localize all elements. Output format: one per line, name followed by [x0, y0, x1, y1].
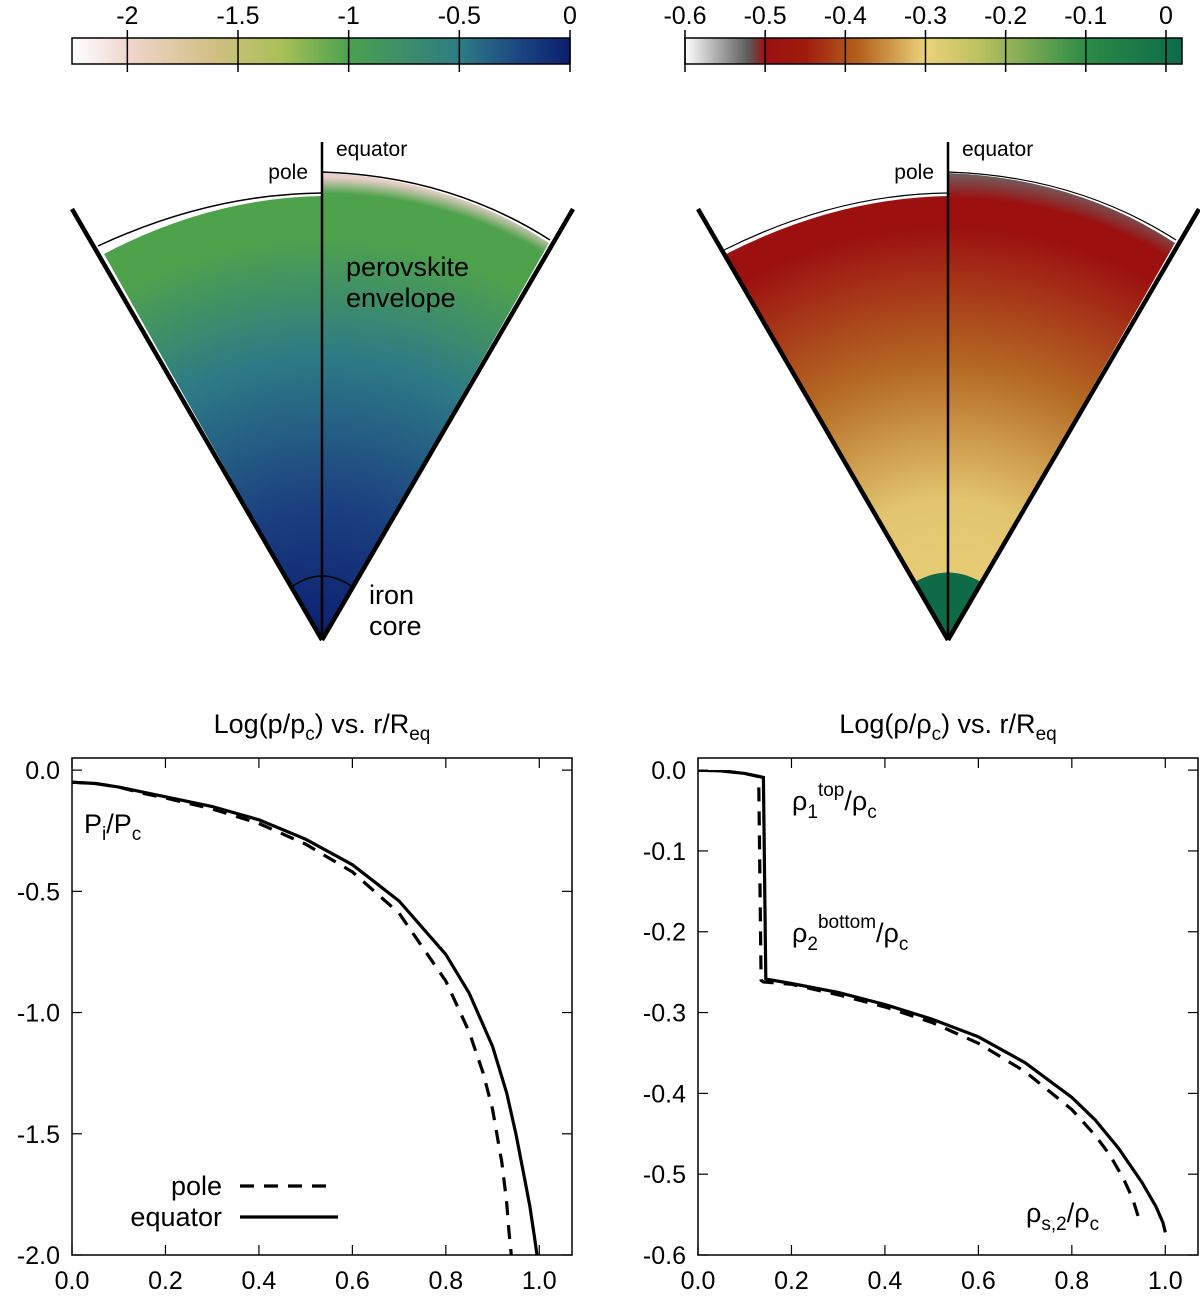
pressure-wedge-equator-half — [322, 173, 549, 640]
colorbar-tick-label: -0.5 — [744, 2, 787, 30]
pressure-equator-curve — [72, 780, 539, 1255]
x-tick-label: 0.0 — [681, 1267, 716, 1295]
pressure-colorbar-fill — [71, 37, 571, 65]
colorbar-tick-label: -0.6 — [663, 2, 706, 30]
density-wedge-equator-half — [948, 173, 1175, 640]
x-tick-label: 1.0 — [522, 1267, 557, 1295]
colorbar-tick-label: -0.1 — [1064, 2, 1107, 30]
y-tick-label: -0.5 — [17, 878, 60, 906]
pressure-pole-surface-outline — [97, 192, 323, 247]
perovskite-label: perovskite — [346, 252, 469, 282]
y-tick-label: 0.0 — [25, 757, 60, 785]
pressure-wedge-left-edge — [70, 207, 324, 642]
density-wedge-left-edge — [696, 207, 950, 642]
pressure-plot-frame — [71, 757, 573, 1256]
y-tick-label: -1.5 — [17, 1121, 60, 1149]
pressure-colorbar: -2 -1.5 -1 -0.5 0 — [71, 2, 577, 72]
pressure-wedge-right-edge — [320, 207, 575, 642]
pressure-plot-axes: 0.0 0.2 0.4 0.6 0.8 1.0 0.0 -0.5 -1.0 -1.5 -2.0 — [17, 757, 572, 1295]
y-tick-label: -0.4 — [643, 1080, 686, 1108]
pressure-plot-title: Log(p/pc) vs. r/Req — [214, 709, 431, 745]
rho-surface-annotation: ρs,2/ρc — [1026, 1198, 1099, 1235]
density-wedge-diagram: pole equator — [696, 138, 1200, 642]
x-tick-label: 0.6 — [961, 1267, 996, 1295]
legend-equator-label: equator — [130, 1202, 222, 1232]
x-tick-label: 1.0 — [1148, 1267, 1183, 1295]
colorbar-tick-label: 0 — [1159, 2, 1173, 30]
pressure-pole-label: pole — [268, 161, 308, 184]
y-tick-label: -1.0 — [17, 1000, 60, 1028]
y-tick-label: -0.6 — [643, 1242, 686, 1270]
density-plot-axes: 0.0 0.2 0.4 0.6 0.8 1.0 0.0 -0.1 -0.2 -0.3 -0.4 -0.… — [643, 757, 1198, 1295]
pressure-legend: pole equator — [130, 1171, 338, 1232]
density-wedge-right-edge — [946, 207, 1200, 642]
density-equator-label: equator — [962, 138, 1033, 161]
legend-pole-label: pole — [171, 1171, 222, 1201]
density-wedge-pole-half — [726, 196, 948, 640]
density-plot-title: Log(ρ/ρc) vs. r/Req — [839, 709, 1056, 745]
y-tick-label: -0.5 — [643, 1161, 686, 1189]
x-tick-label: 0.6 — [335, 1267, 370, 1295]
x-tick-label: 0.8 — [1054, 1267, 1089, 1295]
pressure-equator-surface-outline — [321, 171, 551, 241]
pressure-wedge-diagram: pole equator perovskite envelope iron co… — [70, 138, 575, 642]
colorbar-tick-label: -0.2 — [984, 2, 1027, 30]
density-plot-frame — [697, 757, 1199, 1256]
x-tick-label: 0.8 — [428, 1267, 463, 1295]
x-tick-label: 0.4 — [242, 1267, 277, 1295]
pressure-colorbar-ticks: -2 -1.5 -1 -0.5 0 — [116, 2, 577, 72]
colorbar-tick-label: -0.5 — [438, 2, 481, 30]
colorbar-tick-label: -1.5 — [216, 2, 259, 30]
x-tick-label: 0.0 — [55, 1267, 90, 1295]
core-label: core — [369, 611, 422, 641]
colorbar-tick-label: -1 — [338, 2, 360, 30]
y-tick-label: -0.3 — [643, 1000, 686, 1028]
colorbar-tick-label: -2 — [116, 2, 138, 30]
density-plot: Log(ρ/ρc) vs. r/Req 0.0 0.2 0.4 0.6 0.8 1.00.… — [643, 709, 1199, 1295]
colorbar-tick-label: -0.3 — [904, 2, 947, 30]
density-pole-label: pole — [894, 161, 934, 184]
pressure-pole-curve — [72, 780, 513, 1255]
density-equator-curve — [698, 770, 1167, 1233]
colorbar-tick-label: 0 — [563, 2, 577, 30]
iron-label: iron — [369, 580, 414, 610]
density-colorbar: -0.6 -0.5 -0.4 -0.3 -0.2 -0.1 0 — [663, 2, 1183, 72]
x-tick-label: 0.2 — [148, 1267, 183, 1295]
y-tick-label: -0.1 — [643, 838, 686, 866]
y-tick-label: -2.0 — [17, 1242, 60, 1270]
density-equator-surface-outline — [947, 171, 1177, 241]
x-tick-label: 0.4 — [868, 1267, 903, 1295]
density-colorbar-fill — [684, 37, 1183, 65]
density-colorbar-ticks: -0.6 -0.5 -0.4 -0.3 -0.2 -0.1 0 — [663, 2, 1173, 72]
density-pole-surface-outline — [723, 192, 949, 251]
envelope-label: envelope — [346, 283, 456, 313]
pressure-wedge-pole-half — [104, 196, 322, 640]
pressure-plot: Log(p/pc) vs. r/Req 0.0 0.2 0.4 0.6 0.8 1.00.… — [17, 709, 573, 1295]
y-tick-label: 0.0 — [651, 757, 686, 785]
pi-pc-annotation: Pi/Pc — [84, 809, 141, 845]
pressure-equator-label: equator — [336, 138, 407, 161]
rho1-top-annotation: ρ1top/ρc — [792, 780, 877, 823]
colorbar-tick-label: -0.4 — [824, 2, 867, 30]
x-tick-label: 0.2 — [774, 1267, 809, 1295]
y-tick-label: -0.2 — [643, 919, 686, 947]
rho2-bottom-annotation: ρ2bottom/ρc — [792, 912, 908, 955]
